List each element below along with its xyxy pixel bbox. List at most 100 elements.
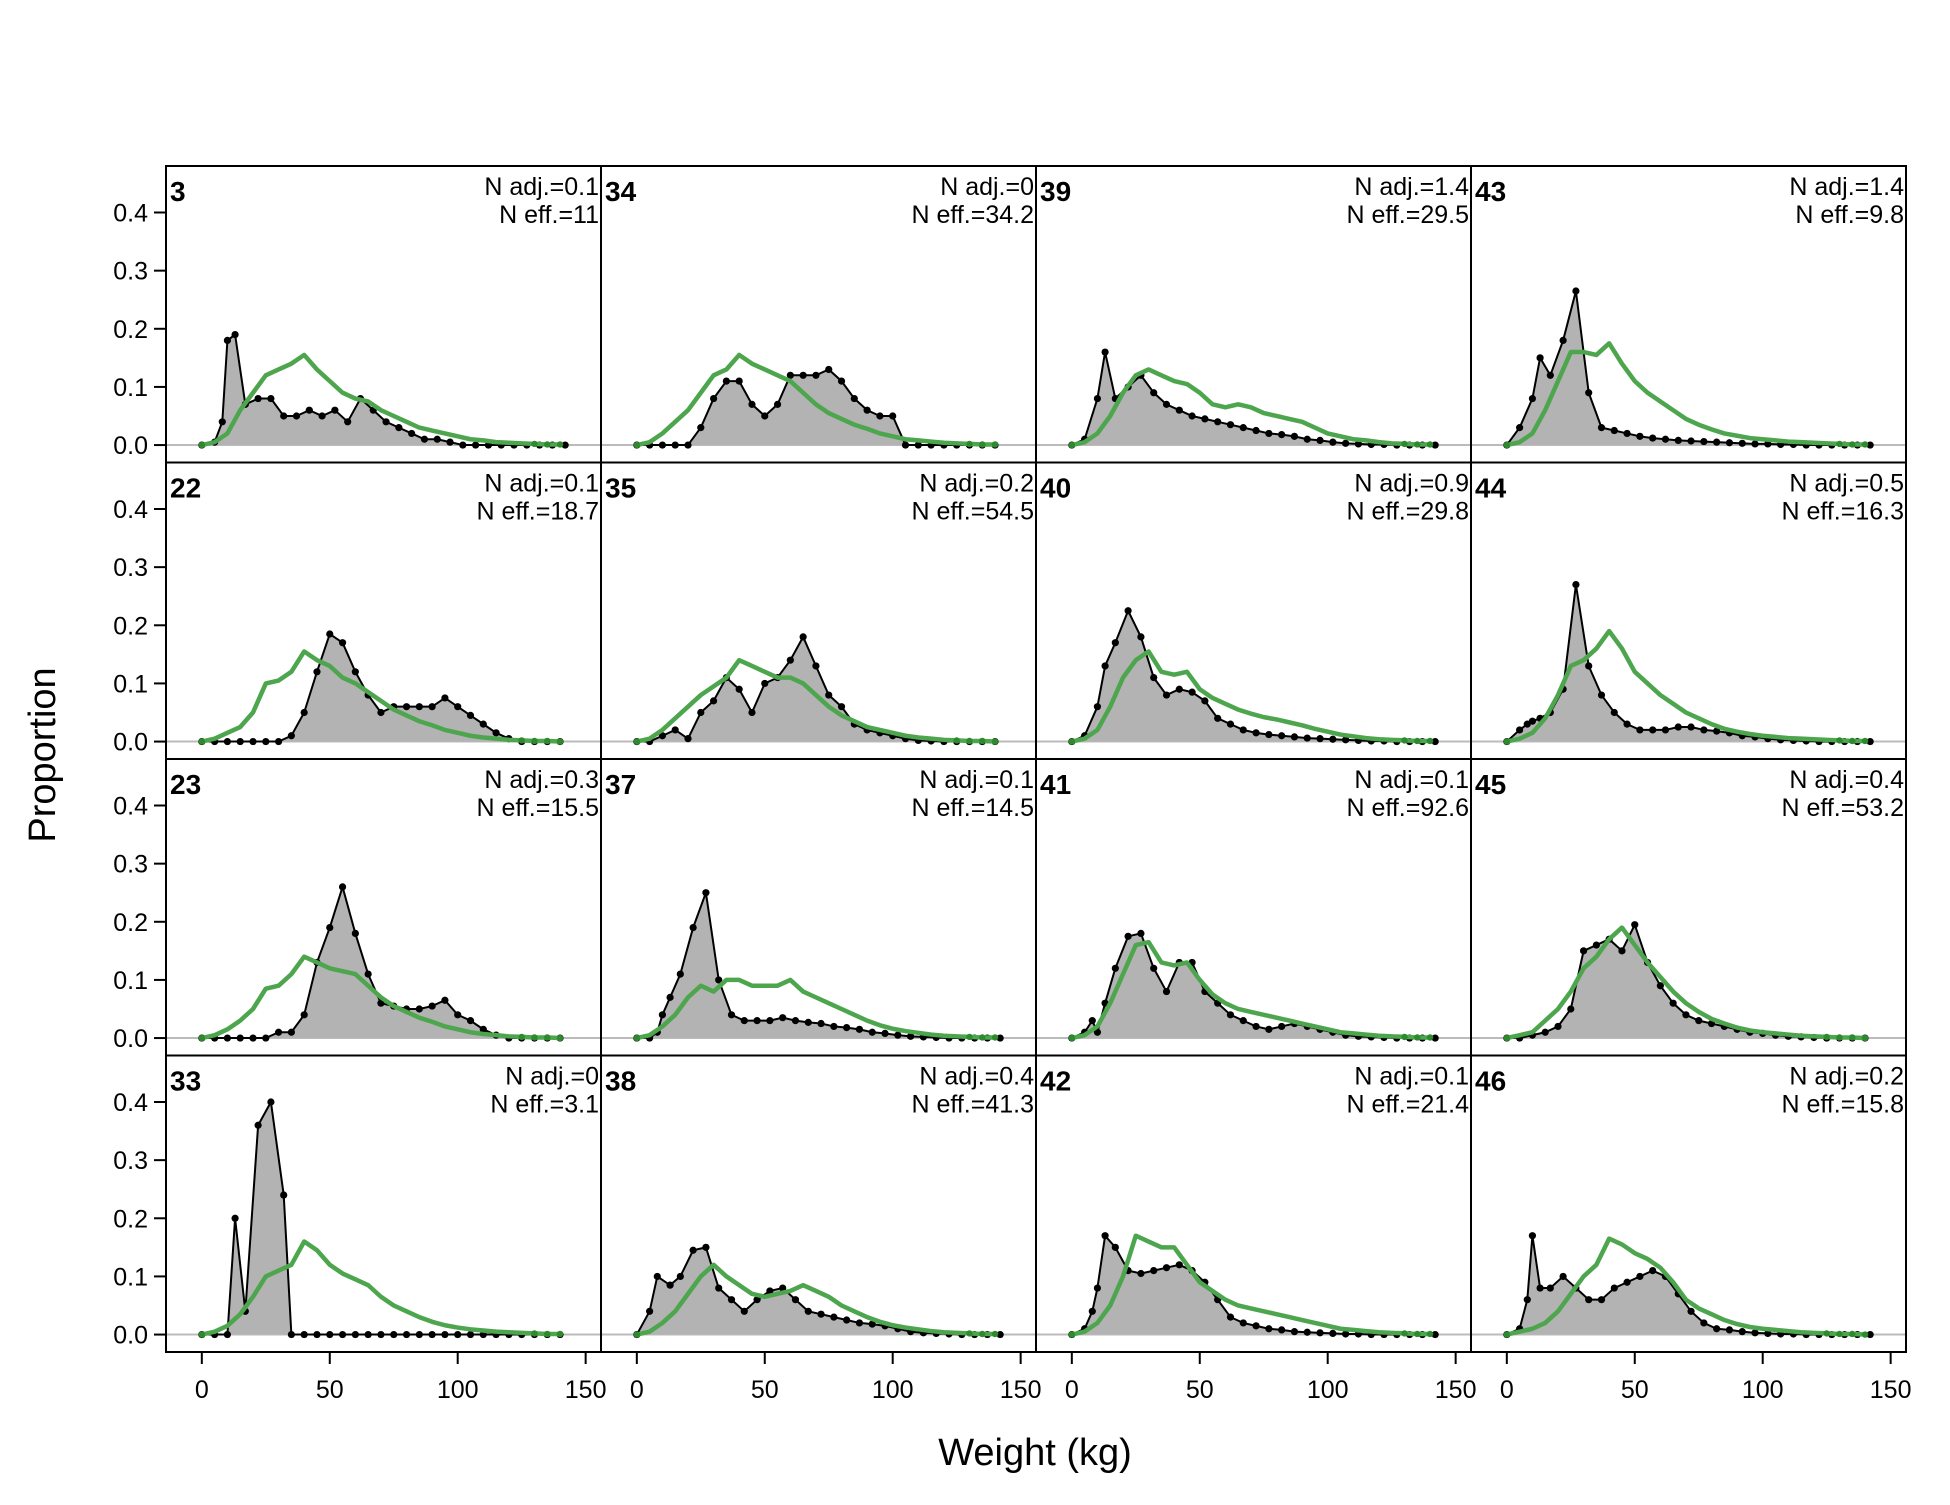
observed-point xyxy=(658,732,667,740)
expected-point xyxy=(1426,1034,1434,1041)
observed-point xyxy=(1137,929,1145,938)
y-tick-label: 0.1 xyxy=(113,967,148,995)
observed-point xyxy=(868,1320,876,1328)
observed-point xyxy=(666,1281,674,1289)
observed-point xyxy=(779,1284,787,1292)
observed-point xyxy=(748,708,756,717)
observed-point xyxy=(1661,435,1670,443)
observed-point xyxy=(415,1005,423,1013)
panel-n-eff: N eff.=9.8 xyxy=(1795,201,1904,229)
observed-point xyxy=(313,668,321,676)
y-tick-label: 0.2 xyxy=(113,316,148,344)
observed-point xyxy=(1559,336,1567,345)
expected-point xyxy=(556,441,564,448)
observed-point xyxy=(1649,1267,1657,1275)
observed-point xyxy=(791,1017,800,1025)
observed-point xyxy=(786,656,794,664)
expected-point xyxy=(633,1331,641,1338)
observed-point xyxy=(274,1028,283,1036)
observed-point xyxy=(1585,389,1593,397)
observed-point xyxy=(1342,736,1350,744)
panel-label: 45 xyxy=(1475,769,1506,800)
observed-point xyxy=(766,1017,774,1025)
expected-point xyxy=(531,440,538,448)
observed-area xyxy=(636,636,996,742)
observed-point xyxy=(472,441,480,449)
expected-point xyxy=(556,1034,564,1042)
x-tick-label: 100 xyxy=(1742,1376,1784,1404)
observed-point xyxy=(1303,435,1311,443)
observed-point xyxy=(1175,406,1183,414)
observed-point xyxy=(1101,1232,1109,1240)
observed-point xyxy=(218,418,226,426)
observed-area xyxy=(1506,1235,1871,1335)
observed-point xyxy=(1137,1269,1145,1278)
panel-n-adj: N adj.=0.1 xyxy=(1354,766,1469,794)
observed-point xyxy=(1623,429,1631,438)
expected-point xyxy=(198,738,206,745)
observed-point xyxy=(914,441,922,449)
observed-point xyxy=(1431,1034,1439,1042)
observed-area xyxy=(1506,584,1871,742)
observed-point xyxy=(1124,932,1132,940)
expected-line xyxy=(636,352,996,448)
observed-point xyxy=(254,394,262,403)
panel-n-adj: N adj.=1.4 xyxy=(1789,173,1904,201)
expected-point xyxy=(531,737,538,745)
expected-point xyxy=(1068,1034,1076,1042)
observed-point xyxy=(855,1319,864,1327)
observed-point xyxy=(1226,1313,1235,1321)
observed-point xyxy=(786,371,794,379)
panel-22: 22 N adj.=0.1N eff.=18.7 xyxy=(165,461,602,760)
expected-point xyxy=(531,1034,538,1041)
panel-23: 23 N adj.=0.3N eff.=15.5 xyxy=(165,758,602,1057)
observed-point xyxy=(1541,1028,1549,1036)
expected-point xyxy=(1503,1034,1511,1042)
observed-point xyxy=(377,999,385,1007)
observed-point xyxy=(1700,437,1708,446)
observed-point xyxy=(1093,703,1102,711)
observed-point xyxy=(1188,412,1196,420)
expected-point xyxy=(1861,737,1869,745)
observed-area xyxy=(201,634,561,742)
observed-point xyxy=(1101,348,1109,356)
x-tick-label: 0 xyxy=(1500,1376,1514,1404)
panel-label: 46 xyxy=(1475,1066,1506,1097)
observed-point xyxy=(1162,987,1171,996)
observed-point xyxy=(441,694,449,702)
panel-44: 44 N adj.=0.5N eff.=16.3 xyxy=(1470,461,1907,760)
observed-area xyxy=(1506,290,1871,446)
x-tick-label: 150 xyxy=(1435,1376,1477,1404)
panel-43: 43 N adj.=1.4N eff.=9.8 xyxy=(1470,165,1907,464)
observed-point xyxy=(433,435,441,443)
panel-40: 40 N adj.=0.9N eff.=29.8 xyxy=(1035,461,1472,760)
observed-point xyxy=(722,377,730,385)
observed-point xyxy=(715,1284,723,1292)
y-tick-label: 0.1 xyxy=(113,670,148,698)
observed-point xyxy=(1239,1017,1247,1025)
observed-point xyxy=(646,1307,654,1315)
x-tick-label: 0 xyxy=(195,1376,209,1404)
observed-point xyxy=(479,1025,487,1033)
observed-point xyxy=(812,371,820,379)
observed-point xyxy=(313,1330,321,1339)
observed-point xyxy=(1623,720,1631,728)
expected-point xyxy=(966,1033,973,1041)
observed-point xyxy=(280,412,288,420)
expected-point xyxy=(991,1034,999,1041)
observed-point xyxy=(1618,947,1626,955)
x-tick-label: 50 xyxy=(1621,1376,1649,1404)
observed-point xyxy=(1610,426,1618,435)
panel-label: 22 xyxy=(170,473,201,504)
expected-line xyxy=(636,977,996,1041)
y-tick-label: 0.1 xyxy=(113,374,148,402)
panel-n-eff: N eff.=92.6 xyxy=(1346,794,1469,822)
expected-point xyxy=(1861,1034,1869,1042)
observed-point xyxy=(1687,437,1695,445)
observed-point xyxy=(830,1313,838,1321)
y-tick-label: 0.3 xyxy=(113,1147,148,1175)
observed-point xyxy=(1329,735,1337,743)
observed-point xyxy=(779,1014,787,1022)
panel-n-eff: N eff.=18.7 xyxy=(476,498,599,526)
panel-n-adj: N adj.=0.3 xyxy=(484,766,599,794)
